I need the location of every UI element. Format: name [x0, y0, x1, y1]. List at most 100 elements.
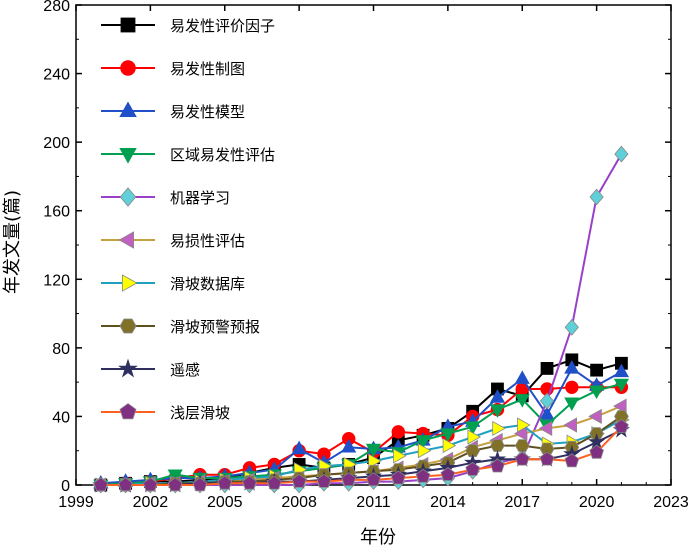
data-point: [564, 318, 579, 336]
data-point: [514, 451, 530, 466]
legend-marker: [118, 358, 138, 378]
data-point: [267, 475, 282, 490]
y-axis-label: 年发文量(篇): [2, 190, 23, 294]
legend-item-8: 滑坡预警预报: [101, 318, 260, 336]
data-point: [590, 363, 604, 377]
data-point: [242, 475, 257, 490]
data-point: [442, 438, 457, 454]
legend-marker: [119, 318, 137, 334]
data-point: [366, 472, 381, 487]
data-point: [291, 473, 307, 488]
data-point: [564, 397, 580, 412]
legend-label: 浅层滑坡: [170, 404, 230, 422]
y-tick-label: 40: [52, 409, 70, 426]
y-tick-label: 160: [43, 204, 70, 221]
data-point: [588, 408, 602, 424]
data-point: [492, 420, 506, 436]
series-line: [100, 426, 623, 486]
x-tick-label: 2023: [653, 494, 689, 511]
series-layer: [92, 145, 630, 494]
series-line: [100, 382, 622, 486]
data-point: [143, 477, 158, 492]
data-point: [490, 439, 505, 452]
data-point: [539, 406, 555, 420]
legend-label: 易发性模型: [170, 103, 245, 121]
series-line: [100, 358, 622, 486]
data-point: [167, 477, 183, 492]
legend-item-4: 区域易发性评估: [101, 146, 275, 164]
legend-marker: [120, 17, 136, 33]
data-point: [368, 453, 382, 469]
data-point: [589, 188, 604, 206]
data-point: [489, 404, 506, 418]
legend-label: 易发性评价因子: [170, 17, 275, 35]
legend-label: 易发性制图: [170, 60, 245, 78]
legend-item-1: 易发性评价因子: [101, 17, 275, 35]
data-point: [415, 435, 431, 449]
data-point: [539, 392, 555, 410]
data-point: [613, 363, 629, 378]
data-point: [540, 362, 554, 375]
data-point: [517, 417, 531, 433]
data-point: [613, 398, 627, 414]
y-tick-label: 80: [52, 341, 70, 358]
legend-item-9: 遥感: [101, 358, 200, 379]
x-tick-label: 2005: [207, 494, 243, 511]
legend-item-10: 浅层滑坡: [101, 403, 230, 422]
legend-marker: [119, 187, 137, 207]
legend-marker: [118, 231, 135, 249]
x-tick-label: 2011: [356, 494, 391, 511]
data-point: [465, 461, 480, 476]
legend-marker: [119, 403, 137, 420]
x-tick-label: 2017: [504, 494, 540, 511]
series-line: [100, 366, 622, 485]
data-point: [341, 438, 357, 453]
plot-frame: [75, 4, 672, 486]
legend-label: 易损性评估: [170, 232, 245, 250]
legend-item-6: 易损性评估: [101, 231, 245, 250]
data-point: [390, 470, 406, 485]
data-point: [465, 444, 481, 458]
y-tick-label: 120: [43, 272, 70, 289]
legend-label: 机器学习: [170, 189, 230, 207]
data-point: [341, 472, 357, 487]
data-point: [217, 475, 233, 490]
legend-item-2: 易发性制图: [101, 60, 245, 78]
data-point: [440, 467, 456, 481]
data-point: [514, 439, 530, 452]
y-tick-label: 200: [43, 135, 70, 152]
legend-label: 区域易发性评估: [170, 146, 275, 164]
legend-item-7: 滑坡数据库: [101, 274, 245, 293]
x-axis-label: 年份: [360, 527, 396, 548]
data-point: [365, 443, 382, 458]
data-point: [192, 477, 208, 492]
legend-marker: [120, 60, 136, 76]
data-point: [589, 385, 605, 400]
data-point: [613, 378, 629, 393]
data-point: [415, 468, 431, 483]
data-point: [514, 370, 530, 384]
data-point: [564, 360, 580, 374]
legend-label: 遥感: [170, 361, 200, 379]
legend-item-5: 机器学习: [101, 187, 230, 207]
data-point: [614, 419, 629, 433]
series-10: [93, 419, 629, 492]
data-point: [564, 453, 580, 468]
data-point: [118, 477, 133, 492]
data-point: [440, 428, 456, 442]
data-point: [563, 417, 577, 433]
data-point: [565, 380, 579, 394]
data-point: [490, 458, 505, 473]
data-point: [391, 425, 405, 439]
legend-item-3: 易发性模型: [101, 101, 245, 121]
x-tick-label: 2014: [430, 494, 466, 511]
data-point: [93, 477, 109, 492]
legend-label: 滑坡数据库: [170, 275, 245, 293]
data-point: [589, 444, 604, 459]
legend-marker: [119, 147, 137, 164]
data-point: [538, 420, 553, 436]
x-tick-label: 2002: [133, 494, 169, 511]
data-point: [316, 473, 332, 488]
data-point: [539, 451, 555, 466]
